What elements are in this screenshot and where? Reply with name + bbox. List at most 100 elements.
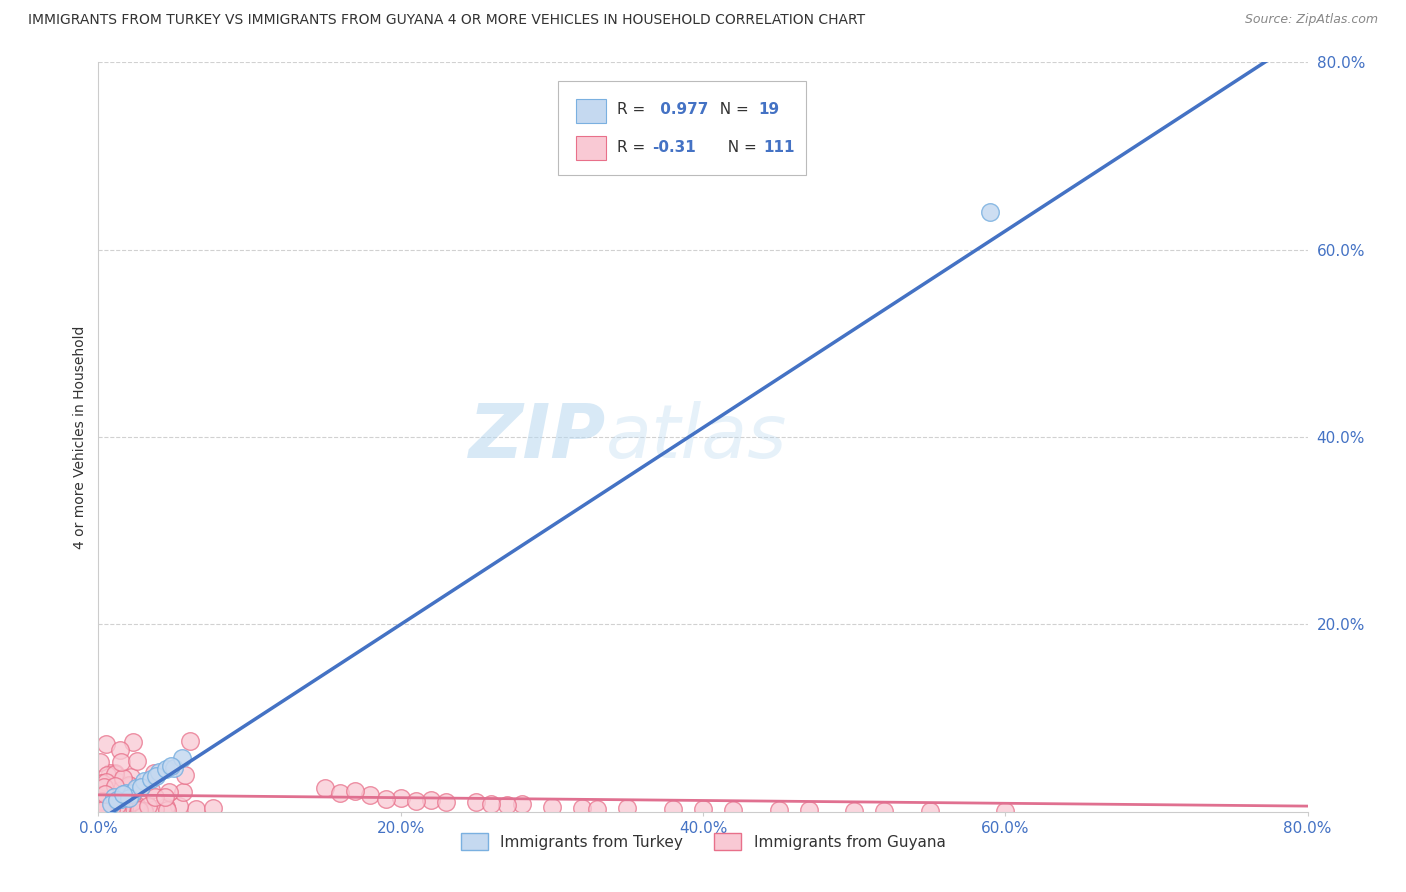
Text: N =: N = xyxy=(710,103,754,117)
Point xyxy=(94,793,117,807)
Point xyxy=(157,785,180,799)
Point xyxy=(768,803,790,817)
Point xyxy=(692,802,714,816)
Text: 0.977: 0.977 xyxy=(655,103,709,117)
Point xyxy=(994,804,1017,818)
Point xyxy=(107,775,129,789)
Point xyxy=(105,793,128,807)
Point xyxy=(91,776,114,790)
Point xyxy=(89,788,111,802)
Point xyxy=(128,801,150,815)
Point xyxy=(101,797,124,812)
Point xyxy=(661,802,683,816)
Point xyxy=(97,803,120,817)
Point xyxy=(160,758,183,772)
Point xyxy=(104,767,127,781)
Point xyxy=(94,775,117,789)
Point xyxy=(125,780,148,795)
Point xyxy=(174,768,197,782)
Point xyxy=(179,734,201,748)
Point xyxy=(105,799,128,814)
Text: atlas: atlas xyxy=(606,401,787,473)
Point xyxy=(112,801,135,815)
Point xyxy=(143,790,166,805)
Text: N =: N = xyxy=(717,140,761,155)
Text: IMMIGRANTS FROM TURKEY VS IMMIGRANTS FROM GUYANA 4 OR MORE VEHICLES IN HOUSEHOLD: IMMIGRANTS FROM TURKEY VS IMMIGRANTS FRO… xyxy=(28,13,865,28)
Point xyxy=(143,802,166,816)
Point xyxy=(169,799,191,814)
Legend: Immigrants from Turkey, Immigrants from Guyana: Immigrants from Turkey, Immigrants from … xyxy=(454,827,952,856)
Point xyxy=(96,737,118,751)
Point xyxy=(118,779,141,793)
Point xyxy=(122,735,145,749)
Point xyxy=(118,790,141,805)
Point xyxy=(141,772,163,786)
Text: Source: ZipAtlas.com: Source: ZipAtlas.com xyxy=(1244,13,1378,27)
Point xyxy=(405,794,427,808)
Point xyxy=(89,776,111,790)
Point xyxy=(121,787,143,801)
Point xyxy=(125,797,148,812)
Point xyxy=(465,796,488,810)
Point xyxy=(143,766,166,780)
Point xyxy=(91,802,114,816)
Point xyxy=(94,802,117,816)
Point xyxy=(91,794,114,808)
Point xyxy=(111,787,134,801)
Point xyxy=(98,797,121,812)
Point xyxy=(723,803,745,817)
Point xyxy=(135,796,157,810)
Point xyxy=(115,803,138,817)
Text: 111: 111 xyxy=(763,140,794,155)
Point xyxy=(110,801,132,815)
Y-axis label: 4 or more Vehicles in Household: 4 or more Vehicles in Household xyxy=(73,326,87,549)
FancyBboxPatch shape xyxy=(576,136,606,161)
Point xyxy=(918,804,941,818)
Point xyxy=(132,774,155,789)
Point xyxy=(114,800,136,814)
Point xyxy=(201,800,224,814)
Point xyxy=(96,788,118,802)
Point xyxy=(148,765,170,780)
Point xyxy=(120,770,142,784)
Point xyxy=(94,801,117,815)
Point xyxy=(132,804,155,818)
Point xyxy=(128,802,150,816)
Point xyxy=(616,801,638,815)
Point xyxy=(105,804,128,818)
Point xyxy=(89,799,111,814)
Point xyxy=(105,797,128,812)
Point xyxy=(96,768,118,782)
Point xyxy=(571,801,593,815)
Point xyxy=(104,779,127,793)
Point xyxy=(97,801,120,815)
Point xyxy=(89,799,111,814)
Point xyxy=(156,803,179,817)
Point xyxy=(540,800,562,814)
Point xyxy=(100,797,122,811)
Point xyxy=(389,790,412,805)
Point xyxy=(91,803,114,817)
Point xyxy=(128,803,150,817)
Point xyxy=(118,780,141,794)
Point xyxy=(114,786,136,800)
Point xyxy=(94,789,117,803)
Point xyxy=(797,803,820,817)
Point xyxy=(163,761,186,775)
Text: R =: R = xyxy=(617,103,650,117)
Point xyxy=(145,769,167,783)
Point xyxy=(100,796,122,810)
Point xyxy=(129,780,152,794)
Point xyxy=(155,763,177,777)
Point xyxy=(141,783,163,797)
Point xyxy=(121,795,143,809)
Text: ZIP: ZIP xyxy=(470,401,606,474)
Point xyxy=(360,788,382,802)
Point xyxy=(979,205,1001,219)
FancyBboxPatch shape xyxy=(558,81,806,175)
Point xyxy=(93,787,115,801)
FancyBboxPatch shape xyxy=(576,98,606,122)
Point xyxy=(314,781,336,796)
Point xyxy=(481,797,503,812)
Point xyxy=(110,794,132,808)
